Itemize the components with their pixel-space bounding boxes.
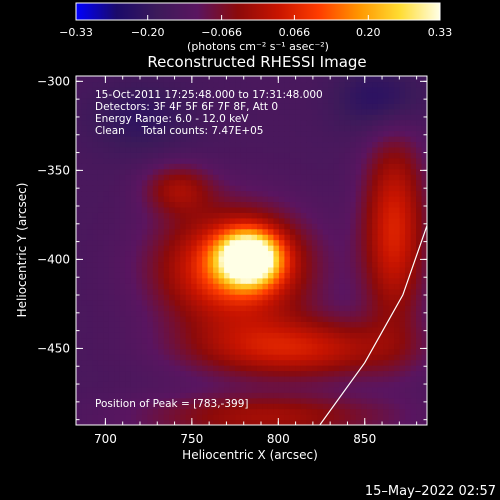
colorbar-tick-label: −0.20 [131,26,165,39]
colorbar-tick-label: 0.20 [356,26,381,39]
x-tick-label: 700 [94,432,117,446]
solar-limb-curve [319,225,427,425]
x-tick-label: 750 [180,432,203,446]
y-tick-label: −450 [37,341,70,355]
colorbar-tick-label: −0.066 [201,26,242,39]
x-axis-label: Heliocentric X (arcsec) [182,448,318,462]
y-axis-label: Heliocentric Y (arcsec) [15,183,29,318]
colorbar [75,2,441,21]
detectors-label: Detectors: 3F 4F 5F 6F 7F 8F, Att 0 [95,101,278,113]
footer-date: 15–May–2022 02:57 [365,484,496,499]
x-tick-label: 800 [267,432,290,446]
axis-ticks: 700 750 800 850 −300 −350 −400 −450 [37,74,427,446]
colorbar-tick-label: 0.33 [428,26,453,39]
colorbar-units: (photons cm⁻² s⁻¹ asec⁻²) [187,40,329,53]
chart-title: Reconstructed RHESSI Image [147,53,366,71]
y-tick-label: −400 [37,252,70,266]
observation-info: 15-Oct-2011 17:25:48.000 to 17:31:48.000… [95,89,323,137]
y-tick-label: −350 [37,163,70,177]
colorbar-ticks: −0.33 −0.20 −0.066 0.066 0.20 0.33 [59,15,452,39]
peak-position-label: Position of Peak = [783,-399] [95,398,249,410]
time-range-label: 15-Oct-2011 17:25:48.000 to 17:31:48.000 [95,89,323,101]
energy-range-label: Energy Range: 6.0 - 12.0 keV [95,113,249,125]
heatmap-image [76,76,427,425]
y-tick-label: −300 [37,74,70,88]
colorbar-tick-label: 0.066 [279,26,311,39]
clean-counts-label: Clean Total counts: 7.47E+05 [95,125,264,137]
plot-frame [75,75,428,426]
colorbar-tick-label: −0.33 [59,26,93,39]
x-tick-label: 850 [353,432,376,446]
